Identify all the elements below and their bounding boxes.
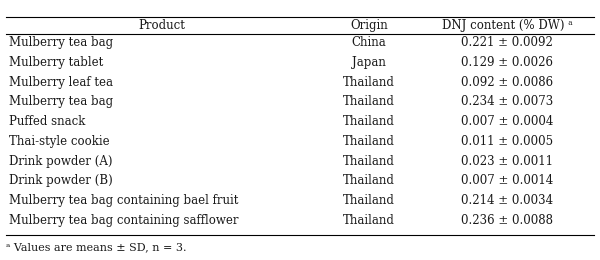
Text: Thai-style cookie: Thai-style cookie (9, 135, 110, 148)
Text: Thailand: Thailand (343, 135, 395, 148)
Text: Mulberry tea bag containing bael fruit: Mulberry tea bag containing bael fruit (9, 194, 238, 207)
Text: 0.129 ± 0.0026: 0.129 ± 0.0026 (461, 56, 553, 69)
Text: 0.214 ± 0.0034: 0.214 ± 0.0034 (461, 194, 553, 207)
Text: 0.007 ± 0.0004: 0.007 ± 0.0004 (461, 115, 553, 128)
Text: Thailand: Thailand (343, 76, 395, 89)
Text: Origin: Origin (350, 19, 388, 32)
Text: 0.092 ± 0.0086: 0.092 ± 0.0086 (461, 76, 553, 89)
Text: Mulberry leaf tea: Mulberry leaf tea (9, 76, 113, 89)
Text: 0.023 ± 0.0011: 0.023 ± 0.0011 (461, 155, 553, 168)
Text: DNJ content (% DW) ᵃ: DNJ content (% DW) ᵃ (442, 19, 572, 32)
Text: 0.011 ± 0.0005: 0.011 ± 0.0005 (461, 135, 553, 148)
Text: Mulberry tea bag: Mulberry tea bag (9, 36, 113, 49)
Text: Drink powder (B): Drink powder (B) (9, 174, 113, 187)
Text: 0.221 ± 0.0092: 0.221 ± 0.0092 (461, 36, 553, 49)
Text: 0.007 ± 0.0014: 0.007 ± 0.0014 (461, 174, 553, 187)
Text: Thailand: Thailand (343, 155, 395, 168)
Text: ᵃ Values are means ± SD, n = 3.: ᵃ Values are means ± SD, n = 3. (6, 243, 187, 252)
Text: Thailand: Thailand (343, 214, 395, 227)
Text: Thailand: Thailand (343, 95, 395, 108)
Text: Mulberry tablet: Mulberry tablet (9, 56, 103, 69)
Text: China: China (352, 36, 386, 49)
Text: Mulberry tea bag: Mulberry tea bag (9, 95, 113, 108)
Text: 0.234 ± 0.0073: 0.234 ± 0.0073 (461, 95, 553, 108)
Text: Product: Product (139, 19, 185, 32)
Text: Thailand: Thailand (343, 115, 395, 128)
Text: Drink powder (A): Drink powder (A) (9, 155, 113, 168)
Text: Thailand: Thailand (343, 174, 395, 187)
Text: Thailand: Thailand (343, 194, 395, 207)
Text: 0.236 ± 0.0088: 0.236 ± 0.0088 (461, 214, 553, 227)
Text: Puffed snack: Puffed snack (9, 115, 85, 128)
Text: Japan: Japan (352, 56, 386, 69)
Text: Mulberry tea bag containing safflower: Mulberry tea bag containing safflower (9, 214, 239, 227)
